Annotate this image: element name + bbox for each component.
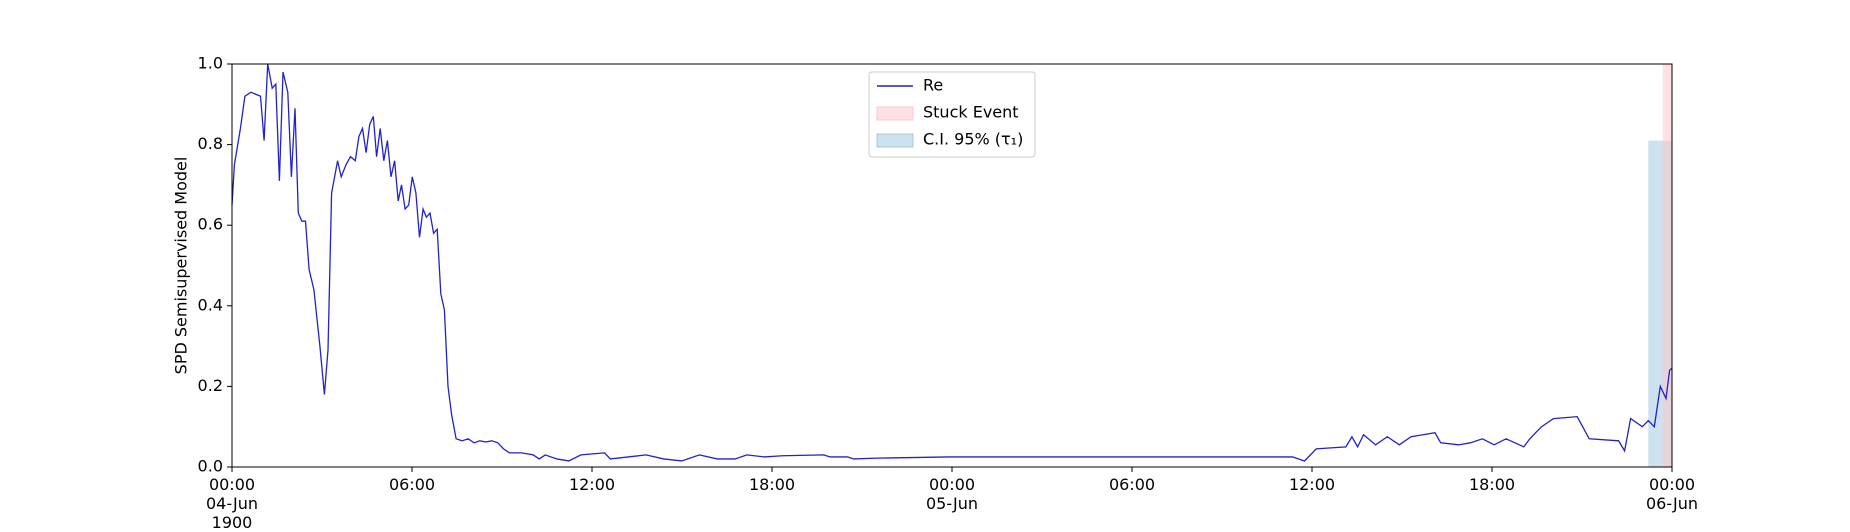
legend-label: Stuck Event — [923, 103, 1019, 122]
x-tick-label: 18:00 — [748, 475, 796, 494]
legend-swatch — [876, 106, 914, 121]
y-tick-label: 0.2 — [198, 376, 223, 395]
x-tick-label: 18:00 — [1468, 475, 1516, 494]
x-tick-label: 12:00 — [1288, 475, 1336, 494]
y-tick-label: 0.0 — [198, 457, 223, 476]
legend-swatch — [876, 133, 914, 148]
y-tick-label: 0.6 — [198, 215, 223, 234]
y-tick-label: 1.0 — [198, 54, 223, 73]
legend-label: Re — [923, 76, 943, 95]
x-tick-label: 06:00 — [388, 475, 436, 494]
legend-label: C.I. 95% (τ₁) — [923, 130, 1023, 149]
x-tick-label: 06:00 — [1108, 475, 1156, 494]
y-tick-label: 0.8 — [198, 134, 223, 153]
data-line — [231, 63, 1673, 462]
x-tick-label: 12:00 — [568, 475, 616, 494]
x-tick-label: 00:00 04-Jun 1900 — [205, 475, 259, 532]
x-tick-label: 00:00 06-Jun — [1645, 475, 1699, 513]
x-tick-label: 00:00 05-Jun — [925, 475, 979, 513]
span-region — [1662, 64, 1672, 467]
y-tick-label: 0.4 — [198, 295, 223, 314]
y-axis-label: SPD Semisupervised Model — [172, 157, 191, 375]
